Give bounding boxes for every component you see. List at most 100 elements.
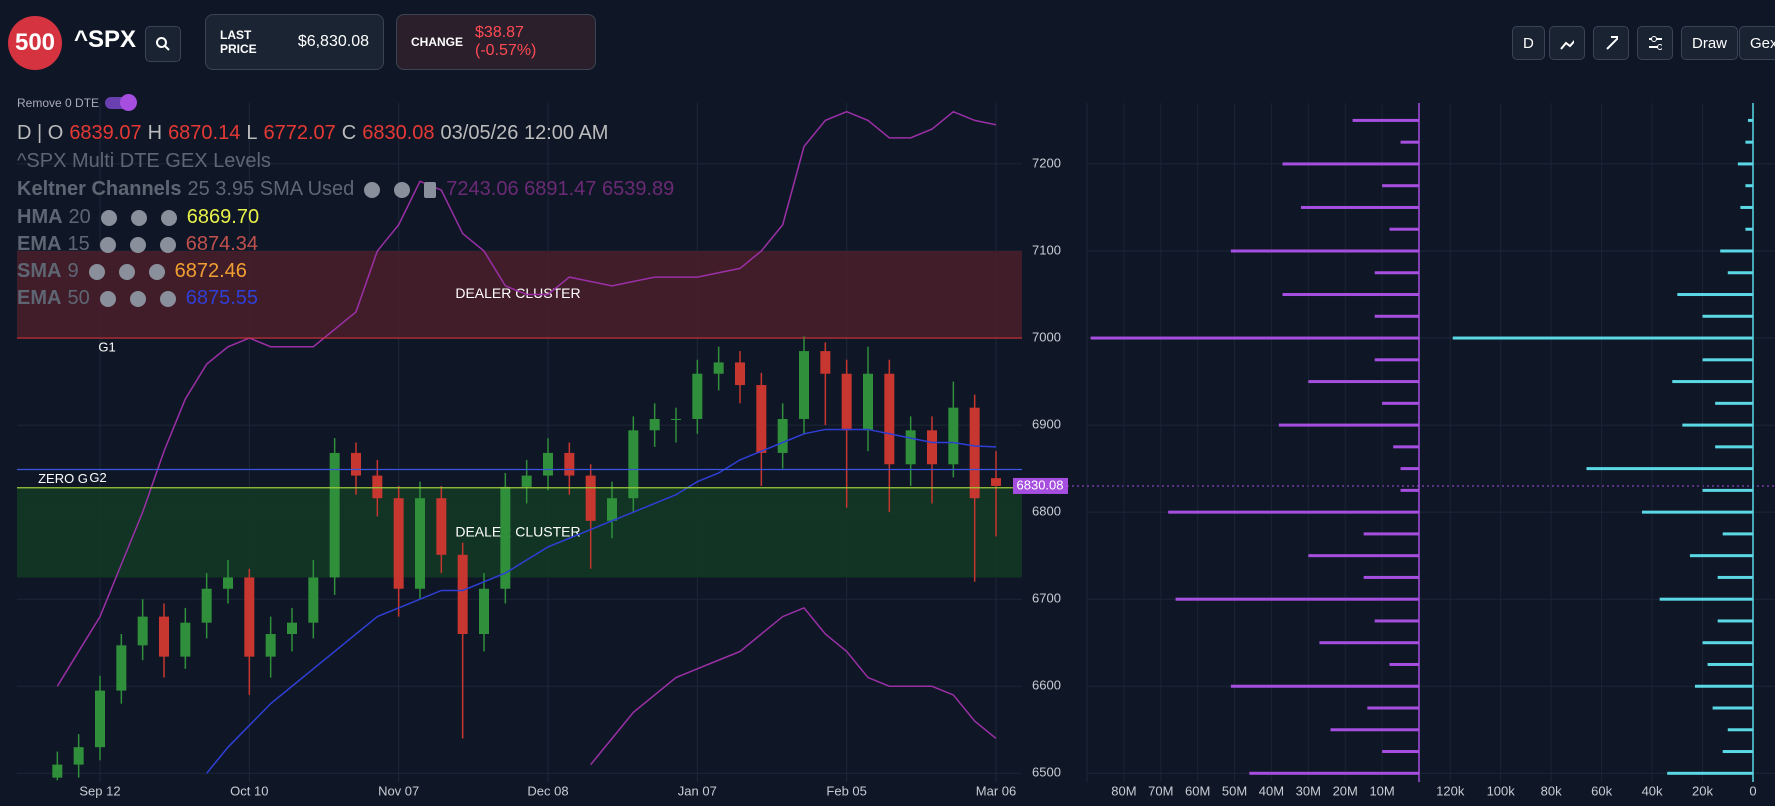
- gex-bar: [1168, 510, 1419, 514]
- low: 6772.07: [263, 122, 336, 144]
- candle-body: [308, 577, 319, 623]
- indicator-button[interactable]: [1549, 26, 1585, 60]
- gex-bar: [1677, 293, 1753, 297]
- high: 6870.14: [168, 122, 241, 144]
- gex-bar: [1319, 641, 1419, 645]
- trash-icon[interactable]: [159, 290, 176, 307]
- gex-bar: [1737, 162, 1753, 166]
- gex-bar: [1249, 771, 1419, 775]
- gex-bar: [1667, 771, 1753, 775]
- study: ^SPX Multi DTE GEX Levels: [17, 150, 271, 172]
- gex-button[interactable]: Gex: [1739, 26, 1775, 60]
- gex-bar: [1715, 401, 1753, 405]
- x-tick-label: 0: [1749, 783, 1756, 798]
- indicator-line: [590, 606, 997, 766]
- gex-bar: [1300, 205, 1419, 209]
- x-tick-label: Oct 10: [230, 783, 268, 798]
- gex-bar: [1389, 227, 1419, 231]
- candle-body: [500, 486, 511, 589]
- x-tick-label: Dec 08: [527, 783, 568, 798]
- gex-bar: [1722, 532, 1753, 536]
- gear-icon[interactable]: [129, 236, 146, 253]
- value: 6869.70: [186, 206, 260, 228]
- ma-legend: HMA 20 6869.70: [17, 206, 259, 229]
- gex-bar: [1400, 140, 1419, 144]
- value: $38.87 (-0.57%): [475, 24, 537, 59]
- gex-bar: [1659, 597, 1753, 601]
- x-tick-label: 60k: [1591, 783, 1612, 798]
- label: H: [147, 122, 163, 144]
- candle-body: [543, 452, 553, 476]
- x-tick-label: Sep 12: [79, 783, 120, 798]
- search-button[interactable]: [145, 26, 181, 62]
- label: CHANGE: [411, 35, 464, 49]
- gex-bar: [1586, 467, 1753, 471]
- eye-icon[interactable]: [99, 236, 116, 253]
- gear-icon[interactable]: [394, 181, 411, 198]
- x-tick-label: 20k: [1692, 783, 1713, 798]
- gex-bar: [1745, 184, 1753, 188]
- gear-icon[interactable]: [130, 209, 147, 226]
- level-label: G1: [98, 339, 115, 354]
- candle-body: [820, 351, 831, 374]
- trash-icon[interactable]: [424, 181, 437, 198]
- period: 15: [67, 233, 90, 255]
- eye-icon[interactable]: [99, 290, 116, 307]
- icon: [1560, 39, 1574, 50]
- logo[interactable]: 500: [8, 16, 62, 70]
- keltner-legend: Keltner Channels 25 3.95 SMA Used 7243.06 …: [17, 178, 674, 201]
- x-tick-label: 80M: [1111, 783, 1136, 798]
- gex-bar: [1308, 554, 1419, 558]
- gear-icon[interactable]: [118, 263, 135, 280]
- toggle[interactable]: [105, 94, 138, 111]
- gex-bar: [1702, 488, 1753, 492]
- dealer-zone: [17, 487, 1022, 578]
- gex-bar: [1374, 358, 1419, 362]
- x-tick-label: Mar 06: [976, 783, 1016, 798]
- gex-bar: [1452, 336, 1753, 340]
- gex-bar: [1689, 554, 1753, 558]
- arrow-button[interactable]: [1593, 26, 1629, 60]
- candle-body: [180, 622, 191, 657]
- gex-bar: [1717, 619, 1753, 623]
- eye-icon[interactable]: [364, 181, 381, 198]
- x-tick-label: 120k: [1436, 783, 1465, 798]
- candle-body: [649, 418, 660, 431]
- y-tick-label: 7000: [1032, 329, 1061, 344]
- candle-body: [52, 764, 63, 778]
- candle-body: [927, 430, 937, 465]
- period: 50: [67, 287, 90, 309]
- gex-bar: [1282, 293, 1419, 297]
- value: 6875.55: [185, 287, 258, 309]
- x-tick-label: 60M: [1185, 783, 1210, 798]
- eye-icon[interactable]: [88, 263, 105, 280]
- last-price-tag: [1013, 477, 1068, 494]
- x-tick-label: 70M: [1148, 783, 1173, 798]
- candle-body: [223, 577, 233, 589]
- y-tick-label: 6900: [1032, 417, 1061, 432]
- gear-icon[interactable]: [129, 290, 146, 307]
- x-tick-label: 40M: [1259, 783, 1284, 798]
- candle-body: [628, 430, 639, 499]
- trash-icon[interactable]: [159, 236, 176, 253]
- interval-button[interactable]: D: [1512, 26, 1545, 60]
- ohlc-legend: D | O 6839.07 H 6870.14 L 6772.07 C 6830.08 …: [17, 122, 608, 145]
- trash-icon[interactable]: [148, 263, 165, 280]
- dealer-zone: [17, 250, 1022, 339]
- draw-button[interactable]: Draw: [1681, 26, 1739, 60]
- candle-body: [436, 498, 447, 555]
- gex-bar: [1330, 728, 1419, 732]
- gex-bar: [1727, 271, 1753, 275]
- settings-button[interactable]: [1637, 26, 1673, 60]
- gex-bar: [1374, 314, 1419, 318]
- eye-icon[interactable]: [100, 209, 117, 226]
- candle-body: [73, 747, 84, 765]
- zone-label: DEALER CLUSTER: [455, 523, 580, 539]
- trash-icon[interactable]: [160, 209, 177, 226]
- value: $6,830.08: [297, 33, 369, 50]
- candle-body: [948, 407, 959, 465]
- candle-body: [841, 373, 852, 431]
- open: 6839.07: [69, 122, 142, 144]
